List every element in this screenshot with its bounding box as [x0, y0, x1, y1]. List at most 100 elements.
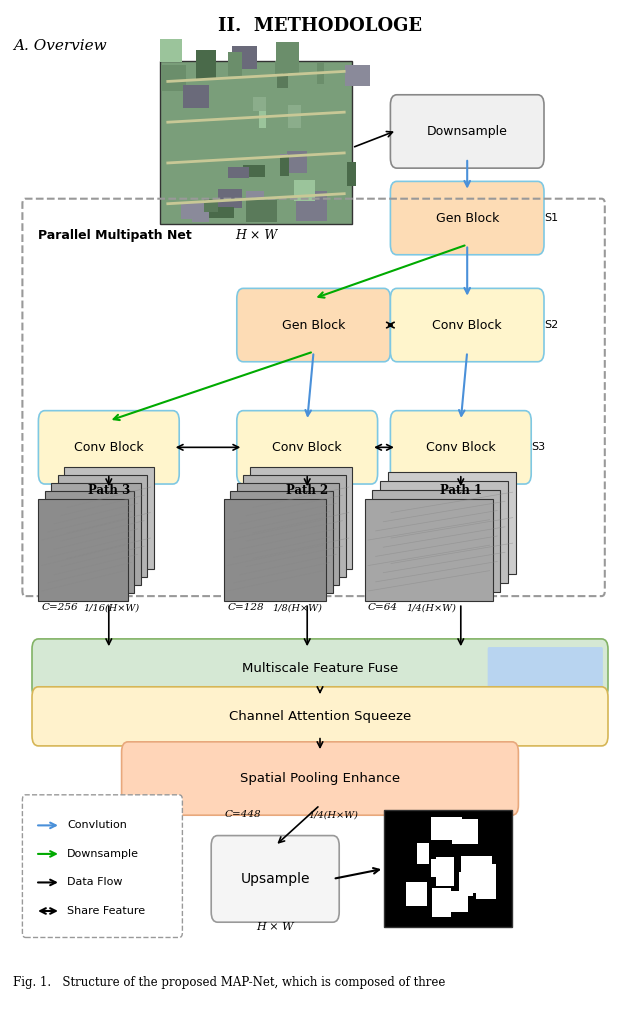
Text: Upsample: Upsample: [241, 872, 310, 886]
FancyBboxPatch shape: [38, 411, 179, 484]
Bar: [461, 856, 492, 883]
Text: II.  METHODOLOGE: II. METHODOLOGE: [218, 17, 422, 36]
FancyBboxPatch shape: [211, 836, 339, 922]
Bar: [246, 192, 264, 208]
Bar: [38, 499, 128, 601]
Text: Gen Block: Gen Block: [435, 212, 499, 224]
Text: Multiscale Feature Fuse: Multiscale Feature Fuse: [242, 662, 398, 675]
Bar: [406, 882, 428, 906]
Bar: [209, 207, 234, 218]
Bar: [228, 167, 249, 178]
Bar: [58, 475, 147, 577]
Bar: [253, 97, 266, 111]
FancyBboxPatch shape: [488, 647, 603, 690]
Bar: [288, 105, 301, 127]
Text: C=64: C=64: [368, 603, 398, 612]
Text: Channel Attention Squeeze: Channel Attention Squeeze: [229, 710, 411, 722]
Bar: [243, 165, 265, 176]
FancyBboxPatch shape: [237, 288, 390, 362]
Bar: [275, 61, 284, 74]
Bar: [432, 888, 451, 917]
Bar: [461, 876, 479, 893]
Text: H × W: H × W: [235, 229, 277, 243]
Text: 1/16(H×W): 1/16(H×W): [83, 603, 140, 612]
Bar: [384, 810, 512, 927]
FancyBboxPatch shape: [237, 411, 378, 484]
FancyBboxPatch shape: [390, 411, 531, 484]
Bar: [204, 200, 218, 212]
Bar: [431, 817, 461, 841]
Bar: [380, 481, 508, 583]
Bar: [196, 50, 216, 78]
Bar: [280, 156, 289, 176]
Bar: [436, 857, 454, 887]
FancyBboxPatch shape: [390, 288, 544, 362]
Text: C=448: C=448: [225, 810, 262, 819]
Bar: [317, 63, 324, 84]
Text: Conv Block: Conv Block: [426, 441, 495, 453]
Bar: [160, 39, 182, 62]
Text: Downsample: Downsample: [67, 849, 140, 859]
Bar: [246, 200, 277, 222]
Bar: [161, 64, 186, 92]
Bar: [250, 467, 352, 569]
Bar: [51, 483, 141, 585]
Bar: [160, 61, 352, 224]
Bar: [388, 472, 516, 574]
Bar: [259, 104, 266, 127]
Text: Parallel Multipath Net: Parallel Multipath Net: [38, 229, 192, 243]
FancyBboxPatch shape: [22, 795, 182, 937]
FancyBboxPatch shape: [122, 742, 518, 815]
Bar: [372, 490, 500, 592]
Bar: [64, 467, 154, 569]
Bar: [237, 483, 339, 585]
Text: S1: S1: [544, 213, 558, 223]
Bar: [230, 491, 333, 593]
FancyBboxPatch shape: [390, 95, 544, 168]
Bar: [280, 154, 288, 170]
Text: Path 2: Path 2: [286, 484, 328, 497]
Text: Fig. 1.   Structure of the proposed MAP-Net, which is composed of three: Fig. 1. Structure of the proposed MAP-Ne…: [13, 976, 445, 989]
Bar: [365, 499, 493, 601]
Bar: [458, 871, 473, 896]
Text: S3: S3: [531, 442, 545, 452]
Text: Share Feature: Share Feature: [67, 906, 145, 916]
Bar: [344, 64, 370, 87]
Bar: [452, 818, 478, 845]
Text: C=128: C=128: [227, 603, 264, 612]
Bar: [451, 891, 468, 912]
Bar: [277, 70, 288, 89]
Bar: [232, 46, 257, 69]
Bar: [276, 42, 300, 73]
FancyBboxPatch shape: [32, 639, 608, 698]
Bar: [218, 189, 243, 208]
FancyBboxPatch shape: [32, 687, 608, 746]
Text: Spatial Pooling Enhance: Spatial Pooling Enhance: [240, 772, 400, 785]
Text: A. Overview: A. Overview: [13, 39, 106, 53]
Text: Path 3: Path 3: [88, 484, 130, 497]
Bar: [417, 843, 429, 864]
Bar: [192, 204, 209, 221]
Text: Data Flow: Data Flow: [67, 877, 123, 888]
Bar: [166, 68, 184, 87]
Bar: [180, 203, 204, 219]
Text: 1/4(H×W): 1/4(H×W): [406, 603, 456, 612]
Text: Path 1: Path 1: [440, 484, 482, 497]
Text: Gen Block: Gen Block: [282, 319, 346, 331]
FancyBboxPatch shape: [390, 181, 544, 255]
Text: Convlution: Convlution: [67, 820, 127, 830]
Text: Downsample: Downsample: [427, 125, 508, 138]
Bar: [296, 192, 327, 221]
Bar: [228, 52, 242, 76]
Text: 1/8(H×W): 1/8(H×W): [272, 603, 322, 612]
Bar: [183, 86, 209, 108]
Text: S2: S2: [544, 320, 558, 330]
Bar: [243, 475, 346, 577]
Bar: [431, 859, 451, 877]
Bar: [476, 864, 497, 899]
Bar: [45, 491, 134, 593]
Bar: [224, 499, 326, 601]
Bar: [287, 151, 307, 173]
Text: Conv Block: Conv Block: [273, 441, 342, 453]
Bar: [347, 162, 356, 186]
